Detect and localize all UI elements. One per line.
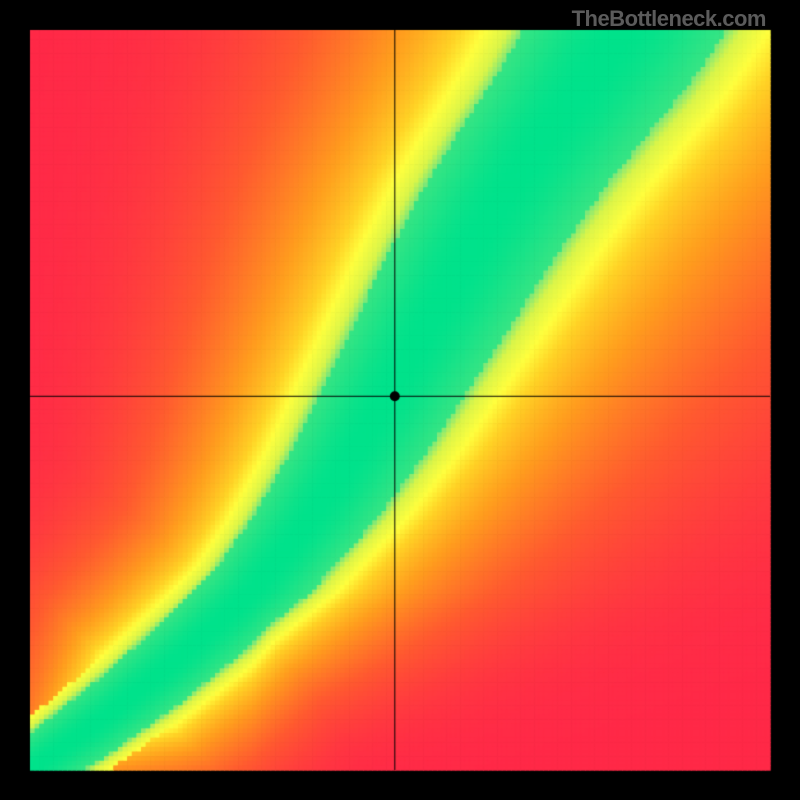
bottleneck-heatmap bbox=[0, 0, 800, 800]
watermark-text: TheBottleneck.com bbox=[572, 6, 766, 32]
chart-container: TheBottleneck.com bbox=[0, 0, 800, 800]
